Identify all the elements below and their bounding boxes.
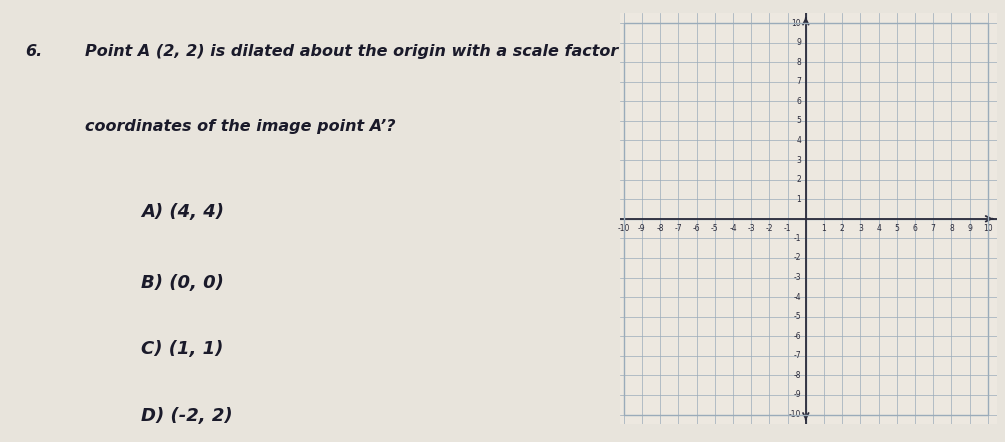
Text: coordinates of the image point A’?: coordinates of the image point A’? [85, 119, 396, 134]
Text: -4: -4 [730, 224, 737, 232]
Text: 6.: 6. [25, 44, 42, 59]
Text: -1: -1 [784, 224, 791, 232]
Text: 1: 1 [822, 224, 826, 232]
Text: -3: -3 [748, 224, 755, 232]
Text: 1: 1 [797, 195, 801, 204]
Text: 2: 2 [840, 224, 844, 232]
Text: 7: 7 [796, 77, 801, 86]
Text: 5: 5 [796, 116, 801, 126]
Text: A) (4, 4): A) (4, 4) [141, 203, 224, 221]
Text: 4: 4 [796, 136, 801, 145]
Text: 3: 3 [858, 224, 863, 232]
Text: -4: -4 [794, 293, 801, 301]
Text: -7: -7 [794, 351, 801, 360]
Text: 9: 9 [796, 38, 801, 47]
Text: D) (-2, 2): D) (-2, 2) [141, 407, 232, 425]
Text: -5: -5 [794, 312, 801, 321]
Text: 10: 10 [792, 19, 801, 27]
Text: -8: -8 [794, 371, 801, 380]
Text: -10: -10 [789, 410, 801, 419]
Text: 6: 6 [796, 97, 801, 106]
Text: Point A (2, 2) is dilated about the origin with a scale factor of 1/2.  What are: Point A (2, 2) is dilated about the orig… [85, 44, 811, 59]
Text: -1: -1 [794, 234, 801, 243]
Text: 10: 10 [983, 224, 993, 232]
Text: 3: 3 [796, 156, 801, 164]
Text: -2: -2 [766, 224, 773, 232]
Text: -8: -8 [656, 224, 664, 232]
Text: -5: -5 [711, 224, 719, 232]
Text: -10: -10 [617, 224, 630, 232]
Text: -9: -9 [638, 224, 646, 232]
Text: 4: 4 [876, 224, 881, 232]
Text: 8: 8 [949, 224, 954, 232]
Text: 8: 8 [797, 58, 801, 67]
Text: 6: 6 [913, 224, 918, 232]
Text: -6: -6 [692, 224, 700, 232]
Text: -3: -3 [794, 273, 801, 282]
Text: -9: -9 [794, 390, 801, 400]
Text: 2: 2 [797, 175, 801, 184]
Text: 9: 9 [967, 224, 972, 232]
Text: B) (0, 0): B) (0, 0) [141, 274, 223, 292]
Text: C) (1, 1): C) (1, 1) [141, 340, 223, 358]
Text: -7: -7 [674, 224, 682, 232]
Text: 5: 5 [894, 224, 899, 232]
Text: -2: -2 [794, 253, 801, 263]
Text: 7: 7 [931, 224, 936, 232]
Text: -6: -6 [794, 332, 801, 341]
